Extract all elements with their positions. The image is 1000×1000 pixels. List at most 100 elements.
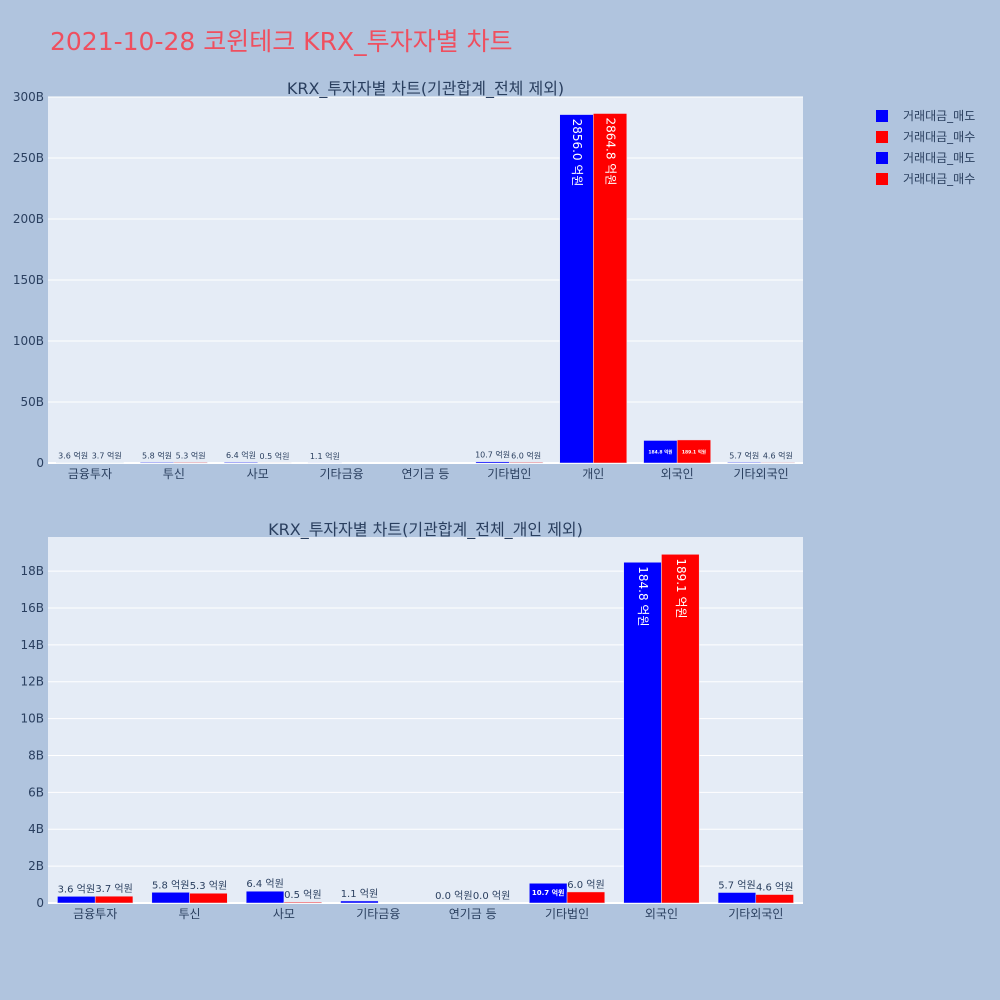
x-tick-label: 외국인: [645, 907, 678, 921]
x-tick-label: 사모: [247, 467, 269, 481]
bar-label: 3.6 억원: [58, 883, 95, 895]
x-tick-label: 투신: [179, 907, 201, 921]
bar: [509, 462, 544, 464]
legend-swatch: [876, 172, 888, 185]
x-tick-label: 기타금융: [356, 907, 400, 921]
legend-label: 거래대금_매수: [903, 172, 976, 186]
bar-label: 5.8 억원: [142, 450, 172, 460]
y-tick-label: 4B: [28, 822, 44, 836]
x-tick-label: 외국인: [661, 467, 694, 481]
bar: [566, 891, 606, 904]
bar-label: 189.1 억원: [682, 448, 706, 455]
bar-label: 6.0 억원: [567, 879, 604, 891]
bar-label: 0.0 억원: [435, 890, 472, 902]
x-tick-label: 기타외국인: [733, 467, 788, 481]
bar: [755, 894, 794, 904]
y-tick-label: 6B: [28, 785, 44, 799]
x-tick-label: 금융투자: [73, 907, 117, 921]
legend[interactable]: 거래대금_매도 거래대금_매수 거래대금_매도 거래대금_매수: [876, 105, 975, 189]
bar: [140, 462, 175, 464]
legend-item[interactable]: 거래대금_매수: [876, 126, 975, 147]
bar-label: 0.5 억원: [284, 889, 321, 901]
y-tick-label: 0: [36, 456, 44, 470]
bar-label: 2856.0 억원: [570, 119, 584, 187]
bar: [475, 461, 510, 464]
bar-label: 1.1 억원: [341, 888, 378, 900]
bar-label: 5.7 억원: [718, 879, 755, 891]
chart-title: KRX_투자자별 차트(기관합계_전체 제외): [287, 79, 564, 99]
bar-label: 184.8 억원: [636, 566, 650, 626]
x-tick-label: 사모: [273, 907, 295, 921]
bar: [676, 439, 711, 464]
bar-label: 6.4 억원: [246, 878, 283, 890]
y-tick-label: 10B: [20, 712, 44, 726]
bar-label: 0.5 억원: [260, 451, 290, 461]
bar: [283, 901, 322, 904]
bar: [151, 892, 190, 904]
bar-label: 10.7 억원: [532, 888, 565, 897]
y-tick-label: 0: [36, 896, 44, 910]
chart-title: KRX_투자자별 차트(기관합계_전체_개인 제외): [268, 520, 583, 540]
x-tick-label: 개인: [582, 467, 604, 481]
y-tick-label: 50B: [20, 395, 44, 409]
y-tick-label: 16B: [20, 601, 44, 615]
legend-item[interactable]: 거래대금_매도: [876, 147, 975, 168]
legend-swatch: [876, 151, 888, 164]
bar-label: 1.1 억원: [310, 451, 340, 461]
legend-swatch: [876, 109, 888, 122]
bar: [727, 462, 762, 464]
y-tick-label: 300B: [13, 90, 44, 104]
bar: [57, 896, 96, 904]
bar-label: 10.7 억원: [475, 450, 510, 460]
bar-label: 2864.8 억원: [604, 117, 618, 185]
y-tick-label: 2B: [28, 859, 44, 873]
bar-label: 3.7 억원: [92, 451, 122, 461]
y-tick-label: 14B: [20, 638, 44, 652]
bar: [593, 113, 628, 464]
legend-item[interactable]: 거래대금_매도: [876, 105, 975, 126]
y-tick-label: 8B: [28, 748, 44, 762]
y-tick-label: 200B: [13, 212, 44, 226]
legend-swatch: [876, 130, 888, 143]
bar: [245, 890, 285, 904]
legend-label: 거래대금_매도: [903, 109, 976, 123]
bar-label: 184.8 억원: [648, 449, 672, 456]
y-tick-label: 18B: [20, 564, 44, 578]
bar-label: 6.0 억원: [511, 450, 541, 460]
x-tick-label: 기타외국인: [728, 907, 783, 921]
legend-item[interactable]: 거래대금_매수: [876, 168, 975, 189]
x-tick-label: 투신: [163, 467, 185, 481]
bar-label: 5.7 억원: [729, 450, 759, 460]
bar: [173, 462, 208, 464]
bar-label: 0.0 억원: [473, 890, 510, 902]
x-tick-label: 연기금 등: [402, 467, 450, 481]
bar: [623, 562, 662, 904]
bar: [559, 114, 594, 464]
x-tick-label: 기타법인: [487, 467, 531, 481]
bar: [661, 554, 700, 904]
bar: [717, 892, 757, 904]
y-tick-label: 150B: [13, 273, 44, 287]
bar-label: 5.8 억원: [152, 879, 189, 891]
bar: [760, 462, 795, 464]
bar-label: 5.3 억원: [176, 450, 206, 460]
x-tick-label: 연기금 등: [449, 907, 497, 921]
x-tick-label: 기타금융: [320, 467, 364, 481]
y-tick-label: 100B: [13, 334, 44, 348]
bar: [340, 900, 379, 904]
bar-label: 5.3 억원: [190, 880, 227, 892]
x-tick-label: 기타법인: [545, 907, 589, 921]
bar-label: 6.4 억원: [226, 450, 256, 460]
legend-label: 거래대금_매수: [903, 130, 976, 144]
bar: [189, 892, 228, 904]
bar-label: 4.6 억원: [763, 450, 793, 460]
legend-label: 거래대금_매도: [903, 151, 976, 165]
bar: [223, 461, 258, 464]
bar-label: 3.6 억원: [58, 451, 88, 461]
y-tick-label: 250B: [13, 151, 44, 165]
bar-label: 189.1 억원: [674, 558, 688, 618]
x-tick-label: 금융투자: [68, 467, 112, 481]
bar: [94, 895, 134, 904]
bar-label: 3.7 억원: [95, 883, 132, 895]
